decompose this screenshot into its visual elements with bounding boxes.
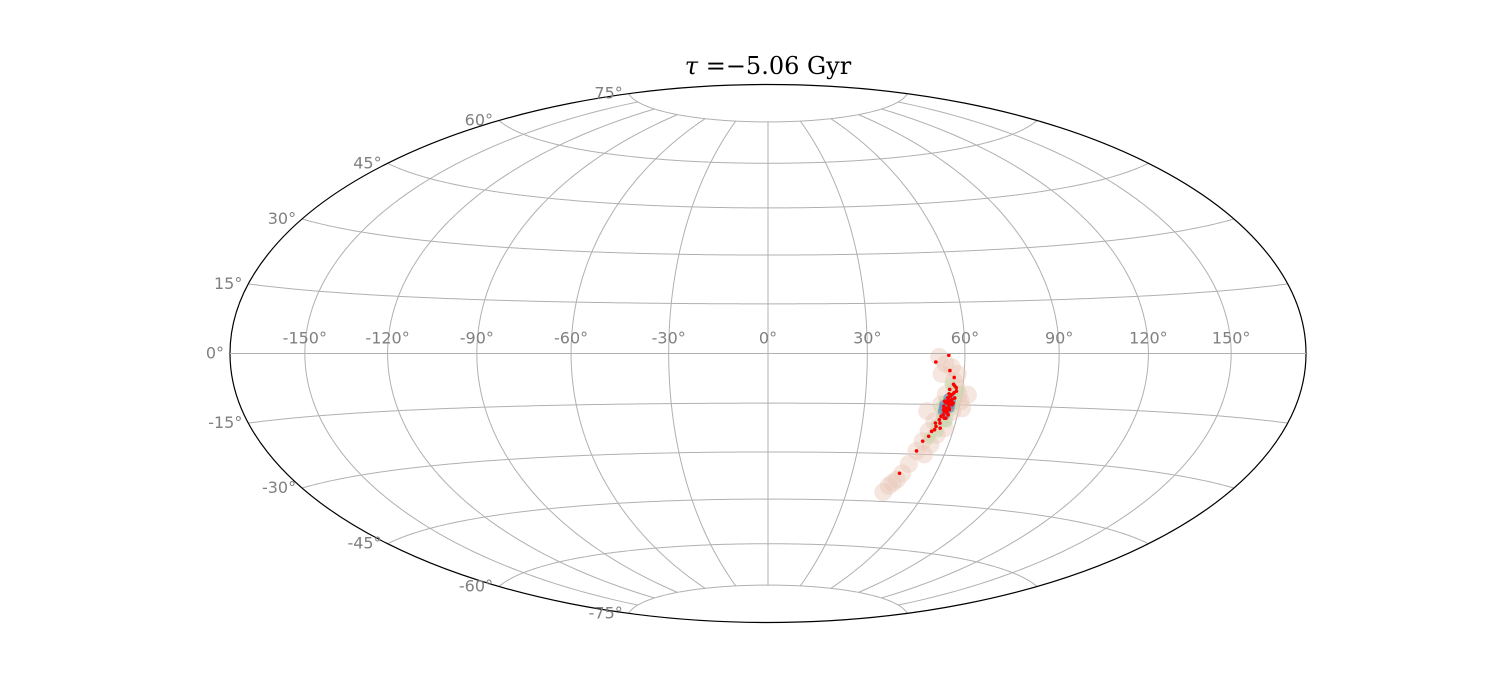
data-point-0-45 (939, 414, 943, 419)
x-tick-label--30: -30° (652, 329, 686, 348)
title-equals: = (698, 52, 726, 80)
parallel-75 (628, 93, 908, 123)
data-point-0-21 (946, 396, 950, 400)
density-outer-1 (936, 354, 955, 373)
parallel--75 (628, 584, 908, 614)
data-point-0-41 (947, 391, 951, 396)
density-outer-28 (918, 402, 937, 421)
map-frame (229, 83, 1307, 624)
parallel--15 (248, 402, 1288, 424)
parallel--45 (387, 498, 1149, 545)
y-tick-label--60: -60° (459, 576, 493, 595)
data-point-0-38 (897, 471, 902, 476)
parallel-45 (387, 162, 1149, 209)
density-mid-10 (923, 431, 936, 444)
data-point-0-28 (937, 417, 942, 422)
data-point-0-33 (938, 426, 942, 430)
density-cloud (874, 347, 977, 501)
x-tick-label-60: 60° (951, 329, 979, 348)
title-symbol: τ (685, 52, 699, 80)
y-tick-label-0: 0° (206, 344, 224, 363)
data-point-0-20 (950, 392, 954, 397)
data-point-0-44 (944, 409, 949, 414)
x-tick-label--60: -60° (554, 329, 588, 348)
y-tick-label--15: -15° (208, 413, 242, 432)
data-point-0-15 (941, 404, 946, 409)
scatter-points (897, 353, 959, 476)
density-outer-25 (893, 464, 912, 483)
data-point-0-43 (951, 401, 955, 405)
x-tick-label-30: 30° (853, 329, 881, 348)
x-tick-label--120: -120° (365, 329, 409, 348)
y-tick-label-15: 15° (214, 274, 242, 293)
data-point-0-47 (946, 413, 950, 417)
data-point-0-13 (947, 402, 951, 407)
title-value: −5.06 (726, 52, 800, 80)
x-tick-label-150: 150° (1212, 329, 1251, 348)
y-tick-label-30: 30° (268, 209, 296, 228)
x-tick-label--90: -90° (460, 329, 494, 348)
data-point-0-34 (929, 429, 934, 434)
data-point-0-6 (947, 387, 952, 392)
data-point-0-32 (934, 424, 938, 429)
x-tick-label-90: 90° (1045, 329, 1073, 348)
x-tick-labels: -150° -120° -90° -60° -30° 0° 30° 60° 90° 120° 150… (283, 329, 1251, 348)
density-outer-21 (887, 470, 906, 489)
x-tick-label--150: -150° (283, 329, 327, 348)
y-tick-label-75: 75° (594, 84, 622, 103)
chart-title: τ =−5.06 Gyr (685, 52, 852, 80)
y-tick-label--75: -75° (589, 603, 623, 622)
data-point-0-35 (926, 434, 931, 439)
density-outer-2 (942, 358, 961, 377)
data-point-0-30 (933, 421, 938, 425)
density-outer-20 (899, 454, 918, 473)
data-point-0-36 (920, 439, 925, 443)
parallel--60 (498, 543, 1038, 587)
x-tick-label-120: 120° (1129, 329, 1168, 348)
data-point-0-24 (941, 407, 946, 412)
data-point-0-29 (944, 416, 948, 420)
data-point-0-46 (932, 427, 937, 432)
data-point-0-9 (952, 396, 957, 400)
data-point-0-40 (954, 389, 959, 393)
data-point-0-39 (953, 384, 957, 388)
density-outer-3 (932, 364, 951, 383)
y-tick-label-45: 45° (353, 153, 381, 172)
parallel--30 (301, 451, 1235, 489)
y-tick-labels: 75° 60° 45° 30° 15° 0° -15° -30° -45° -60° -75° (206, 84, 623, 623)
data-point-0-1 (934, 360, 938, 364)
data-point-0-16 (944, 406, 949, 410)
data-point-0-0 (947, 353, 951, 358)
density-outer-23 (874, 483, 893, 501)
y-tick-label--45: -45° (347, 534, 381, 553)
density-outer-19 (915, 445, 934, 464)
parallel-30 (301, 218, 1235, 256)
parallel-15 (248, 283, 1288, 305)
y-tick-label-60: 60° (465, 111, 493, 130)
density-outer-22 (879, 476, 898, 495)
x-tick-label-0: 0° (759, 329, 777, 348)
density-outer-24 (883, 473, 902, 492)
data-point-0-23 (946, 400, 951, 404)
data-point-0-31 (938, 421, 942, 425)
data-point-0-22 (950, 397, 954, 402)
parallel-60 (498, 120, 1038, 164)
title-unit: Gyr (799, 52, 851, 80)
data-point-0-37 (914, 449, 919, 453)
data-point-0-2 (948, 368, 952, 373)
data-point-0-42 (942, 399, 947, 404)
y-tick-label--30: -30° (262, 478, 296, 497)
data-point-0-25 (947, 406, 951, 410)
data-point-0-3 (952, 375, 957, 380)
